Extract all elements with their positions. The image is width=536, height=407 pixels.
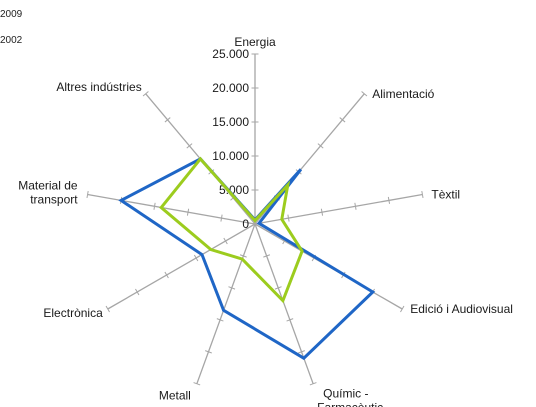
axis-tick: [216, 318, 224, 322]
axis-tick: [164, 271, 169, 279]
axis-tick: [320, 208, 324, 216]
axis-tick: [142, 91, 149, 97]
category-label: Metall: [159, 389, 191, 403]
category-label: Material de transport: [18, 178, 78, 206]
axis-spoke: [254, 223, 314, 384]
axis-tick: [228, 286, 236, 290]
axis-tick: [400, 305, 405, 313]
category-label: Edició i Audiovisual: [410, 302, 513, 316]
axis-spoke: [254, 193, 423, 225]
axis-tick: [263, 254, 271, 258]
axis-tick: [193, 382, 201, 386]
axis-tick: [387, 196, 391, 204]
axis-tick: [205, 350, 212, 354]
axis-tick: [309, 382, 317, 386]
axis-tick: [223, 237, 228, 245]
radial-tick-label: 0: [242, 217, 249, 231]
axis-tick: [298, 350, 305, 354]
axis-tick: [274, 286, 282, 290]
category-label: Alimentació: [372, 87, 434, 101]
axis-tick: [339, 117, 346, 123]
category-label: Tèxtil: [431, 187, 460, 201]
legend-item-2002: 2002: [0, 35, 23, 46]
legend-item-2009: 2009: [0, 9, 23, 20]
axis-tick: [153, 202, 156, 210]
axis-tick: [354, 202, 357, 210]
radial-tick-label: 20.000: [212, 81, 249, 95]
axis-tick: [186, 208, 190, 216]
axis-tick: [86, 190, 89, 199]
axis-spoke: [107, 223, 256, 310]
axis-tick: [186, 143, 193, 149]
radial-tick-label: 15.000: [212, 115, 249, 129]
radial-tick-label: 10.000: [212, 149, 249, 163]
category-label: Electrònica: [43, 306, 103, 320]
axis-tick: [421, 190, 424, 199]
axis-tick: [164, 117, 171, 123]
category-label: Energia: [234, 35, 276, 49]
axis-tick: [135, 288, 140, 296]
category-label: Químic -Farmacèutic: [317, 387, 383, 407]
series-line-2002: [159, 156, 304, 304]
axis-tick: [220, 214, 223, 222]
radial-tick-label: 25.000: [212, 47, 249, 61]
axis-tick: [361, 91, 368, 97]
axis-spoke: [196, 223, 256, 384]
axis-tick: [193, 254, 199, 262]
axis-tick: [239, 254, 247, 258]
category-label: Altres indústries: [56, 80, 141, 94]
series-line-2009: [118, 157, 376, 361]
axis-spoke: [87, 193, 256, 225]
axis-tick: [317, 143, 324, 149]
axis-tick: [286, 318, 294, 322]
axis-tick: [287, 214, 290, 222]
axis-tick: [105, 305, 110, 313]
